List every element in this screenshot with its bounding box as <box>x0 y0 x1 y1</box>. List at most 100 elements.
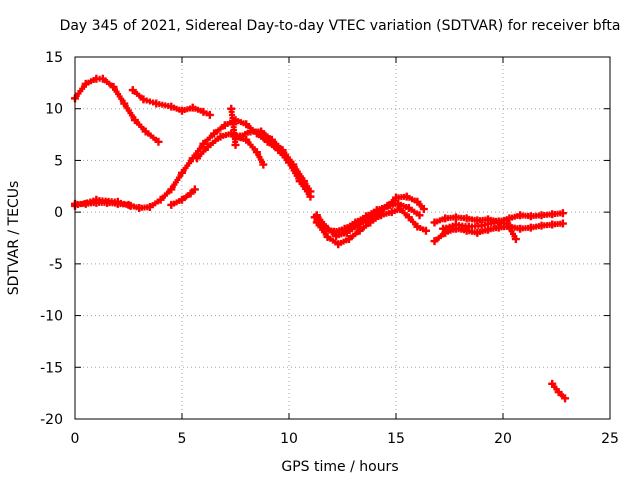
data-point <box>421 226 430 235</box>
data-point <box>299 177 308 186</box>
grid-lines <box>75 57 610 419</box>
data-point <box>257 127 266 136</box>
x-tick-label: 20 <box>494 431 512 447</box>
series-track-1 <box>71 74 163 146</box>
data-points <box>71 74 570 403</box>
data-point <box>306 187 315 196</box>
plot-frame <box>74 56 611 420</box>
data-point <box>413 197 422 206</box>
y-axis-label: SDTVAR / TECUs <box>6 181 22 296</box>
data-point <box>558 219 567 228</box>
series-track-10 <box>312 205 430 249</box>
data-point <box>113 197 122 206</box>
data-point <box>413 222 422 231</box>
data-point <box>323 232 332 241</box>
data-point <box>404 204 413 213</box>
data-point <box>252 148 261 157</box>
data-point <box>558 209 567 218</box>
data-point <box>229 120 238 129</box>
data-point <box>190 185 199 194</box>
data-point <box>505 214 514 223</box>
data-point <box>188 103 197 112</box>
data-point <box>135 204 144 213</box>
data-point <box>490 218 499 227</box>
x-tick-label: 25 <box>601 431 619 447</box>
data-point <box>167 200 176 209</box>
data-point <box>516 211 525 220</box>
data-point <box>392 193 400 202</box>
data-point <box>92 195 101 204</box>
data-point <box>404 213 413 222</box>
data-point <box>439 224 448 233</box>
data-point <box>387 208 396 217</box>
x-tick-label: 5 <box>178 431 187 447</box>
data-point <box>220 121 229 130</box>
data-point <box>145 202 154 211</box>
data-point <box>231 140 240 149</box>
axis-ticks: 0 5 10 15 20 25 15 10 5 0 -5 -10 -15 -20 <box>40 50 619 447</box>
data-point <box>216 132 225 141</box>
data-point <box>537 221 546 230</box>
data-point <box>167 102 176 111</box>
y-tick-label: -5 <box>49 257 63 273</box>
data-point <box>242 120 251 129</box>
data-point <box>340 224 349 233</box>
series-track-14 <box>439 218 520 244</box>
data-point <box>451 213 460 222</box>
series-track-12 <box>430 209 567 227</box>
data-point <box>451 220 460 229</box>
data-point <box>394 199 403 208</box>
data-point <box>430 237 439 246</box>
data-point <box>344 235 353 244</box>
y-tick-label: 5 <box>54 153 63 169</box>
data-point <box>267 135 276 144</box>
data-point <box>441 214 450 223</box>
data-point <box>203 142 212 151</box>
data-point <box>205 110 214 119</box>
data-point <box>526 223 535 232</box>
data-point <box>377 211 386 220</box>
data-point <box>186 189 195 198</box>
data-point <box>278 146 287 155</box>
data-point <box>484 225 493 234</box>
series-track-15 <box>548 379 570 403</box>
data-point <box>227 104 236 113</box>
data-point <box>154 137 163 146</box>
data-point <box>199 139 208 148</box>
data-point <box>289 160 298 169</box>
data-point <box>128 86 137 95</box>
x-axis-label: GPS time / hours <box>281 459 398 475</box>
data-point <box>351 218 360 227</box>
data-point <box>178 106 186 115</box>
data-point <box>362 212 371 221</box>
data-point <box>139 95 148 104</box>
data-point <box>473 228 482 237</box>
data-point <box>462 214 471 223</box>
data-point <box>430 218 439 227</box>
x-tick-label: 0 <box>71 431 80 447</box>
data-point <box>548 220 557 229</box>
data-point <box>415 211 424 220</box>
data-point <box>329 227 338 236</box>
y-tick-label: -10 <box>40 309 63 325</box>
data-point <box>310 213 319 222</box>
data-point <box>178 195 186 204</box>
data-point <box>561 394 570 403</box>
data-point <box>464 222 473 231</box>
y-tick-label: -15 <box>40 360 63 376</box>
series-track-11 <box>310 199 424 236</box>
data-point <box>246 127 255 136</box>
data-point <box>402 192 411 201</box>
data-point <box>319 222 328 231</box>
series-track-8 <box>227 104 240 149</box>
data-point <box>355 226 364 235</box>
data-point <box>141 127 150 136</box>
data-point <box>210 129 219 138</box>
y-tick-label: 15 <box>45 50 63 66</box>
data-point <box>156 195 165 204</box>
series-track-2 <box>128 86 214 119</box>
data-point <box>167 185 176 194</box>
data-point <box>98 74 107 83</box>
data-point <box>511 235 520 244</box>
data-point <box>178 168 186 177</box>
